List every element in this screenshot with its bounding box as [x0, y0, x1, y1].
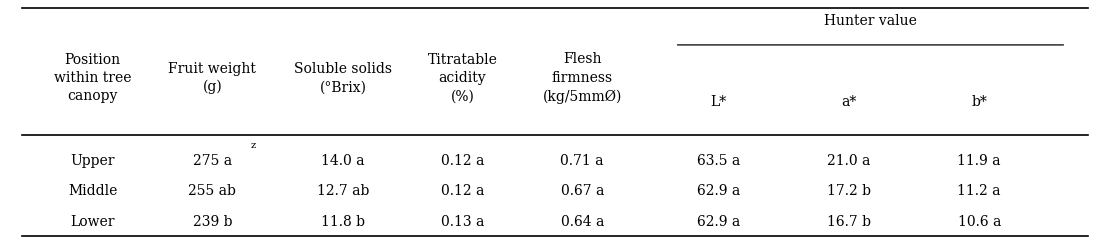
Text: Upper: Upper [70, 154, 115, 168]
Text: 0.67 a: 0.67 a [561, 184, 604, 198]
Text: 0.71 a: 0.71 a [561, 154, 604, 168]
Text: 14.0 a: 14.0 a [321, 154, 364, 168]
Text: 12.7 ab: 12.7 ab [316, 184, 369, 198]
Text: L*: L* [710, 95, 726, 109]
Text: a*: a* [841, 95, 856, 109]
Text: 16.7 b: 16.7 b [827, 215, 870, 229]
Text: Fruit weight
(g): Fruit weight (g) [169, 61, 256, 94]
Text: 62.9 a: 62.9 a [697, 215, 739, 229]
Text: Hunter value: Hunter value [824, 14, 917, 28]
Text: 275 a: 275 a [193, 154, 232, 168]
Text: 10.6 a: 10.6 a [958, 215, 1001, 229]
Text: Soluble solids
(°Brix): Soluble solids (°Brix) [294, 62, 392, 94]
Text: 62.9 a: 62.9 a [697, 184, 739, 198]
Text: 0.12 a: 0.12 a [441, 154, 484, 168]
Text: 11.9 a: 11.9 a [958, 154, 1001, 168]
Text: 21.0 a: 21.0 a [827, 154, 870, 168]
Text: Position
within tree
canopy: Position within tree canopy [54, 53, 131, 103]
Text: 11.8 b: 11.8 b [321, 215, 365, 229]
Text: Titratable
acidity
(%): Titratable acidity (%) [427, 53, 497, 103]
Text: 239 b: 239 b [193, 215, 232, 229]
Text: 17.2 b: 17.2 b [827, 184, 870, 198]
Text: 0.13 a: 0.13 a [441, 215, 484, 229]
Text: Middle: Middle [68, 184, 118, 198]
Text: Lower: Lower [70, 215, 115, 229]
Text: 0.12 a: 0.12 a [441, 184, 484, 198]
Text: 255 ab: 255 ab [189, 184, 236, 198]
Text: Flesh
firmness
(kg/5mmØ): Flesh firmness (kg/5mmØ) [543, 52, 622, 104]
Text: 11.2 a: 11.2 a [958, 184, 1001, 198]
Text: 63.5 a: 63.5 a [697, 154, 739, 168]
Text: z: z [251, 141, 256, 150]
Text: b*: b* [971, 95, 987, 109]
Text: 0.64 a: 0.64 a [561, 215, 604, 229]
